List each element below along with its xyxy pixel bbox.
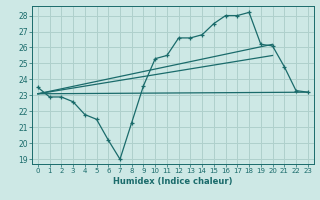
X-axis label: Humidex (Indice chaleur): Humidex (Indice chaleur) bbox=[113, 177, 233, 186]
